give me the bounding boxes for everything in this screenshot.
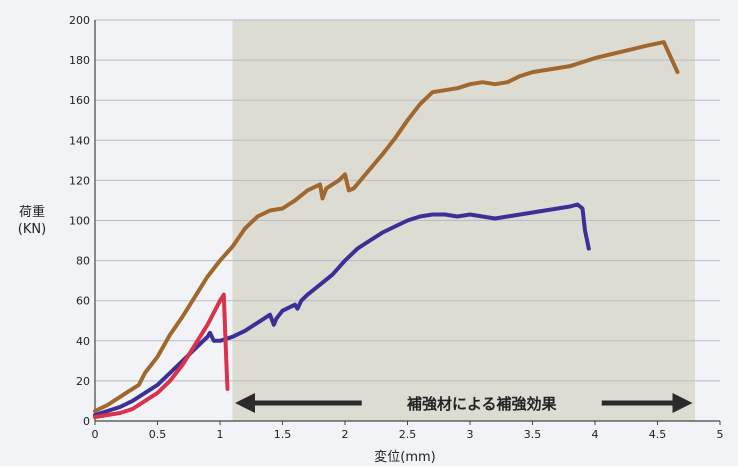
series-line-0 xyxy=(93,40,680,413)
x-tick-label-7: 3.5 xyxy=(524,428,542,441)
arrow-head-right xyxy=(672,392,693,413)
x-tick-label-5: 2.5 xyxy=(399,428,417,441)
x-tick-label-2: 1 xyxy=(217,428,224,441)
gridlines xyxy=(95,19,720,422)
x-tick-label-10: 5 xyxy=(717,428,724,441)
y-axis-title-line1: 荷重 xyxy=(19,204,45,220)
series-line-1 xyxy=(93,202,591,417)
x-tick-label-6: 3 xyxy=(467,428,474,441)
y-tick-label-9: 180 xyxy=(69,54,90,67)
y-tick-label-10: 200 xyxy=(69,14,90,27)
annotation-arrow: 補強材による補強効果 xyxy=(235,392,693,413)
arrow-head-left xyxy=(235,392,255,413)
y-tick-label-7: 140 xyxy=(69,134,90,147)
series-layer xyxy=(93,40,680,419)
x-tick-label-8: 4 xyxy=(592,428,599,441)
series-line-2 xyxy=(93,292,230,419)
y-axis-title-line2: (KN) xyxy=(18,222,46,237)
y-tick-label-3: 60 xyxy=(76,295,90,308)
annotation-label: 補強材による補強効果 xyxy=(406,395,558,413)
x-tick-label-4: 2 xyxy=(342,428,349,441)
y-tick-label-8: 160 xyxy=(69,94,90,107)
x-tick-label-1: 0.5 xyxy=(149,428,167,441)
y-tick-label-5: 100 xyxy=(69,215,90,228)
x-tick-label-9: 4.5 xyxy=(649,428,667,441)
y-tick-label-0: 0 xyxy=(83,415,90,428)
x-tick-label-0: 0 xyxy=(92,428,99,441)
tick-labels: 0 20 40 60 80 100 120 140 160 180 200 0 0.5 1 1.5 2 2.5 3… xyxy=(69,14,724,441)
x-axis-title: 変位(mm) xyxy=(374,449,435,465)
y-tick-label-1: 20 xyxy=(76,375,90,388)
y-tick-label-4: 80 xyxy=(76,255,90,268)
y-tick-label-2: 40 xyxy=(76,335,90,348)
x-tick-label-3: 1.5 xyxy=(274,428,292,441)
y-tick-label-6: 120 xyxy=(69,174,90,187)
